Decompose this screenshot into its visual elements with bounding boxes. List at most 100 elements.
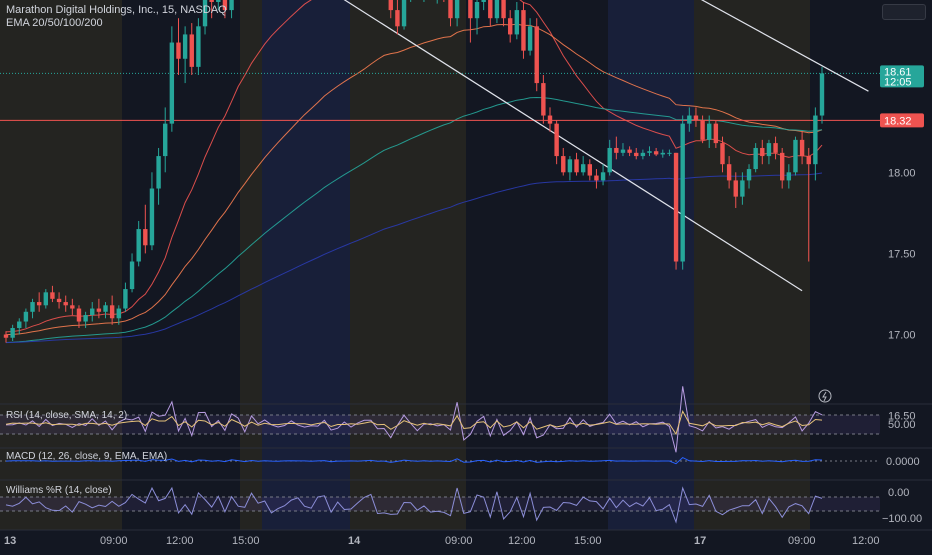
session-band-3 xyxy=(350,0,466,530)
candle-body xyxy=(813,115,818,165)
candle-body xyxy=(176,42,181,59)
candle-body xyxy=(83,315,88,322)
candle-body xyxy=(182,34,188,59)
candle-body xyxy=(521,10,526,51)
session-band-1 xyxy=(240,0,262,530)
trend-channel-lower xyxy=(343,0,803,292)
candle-body xyxy=(541,83,546,116)
candle-body xyxy=(753,147,758,170)
time-tick-10: 12:00 xyxy=(852,535,880,547)
hline-price-value: 18.32 xyxy=(884,115,912,127)
time-tick-0: 13 xyxy=(4,535,16,547)
candle-body xyxy=(773,143,778,153)
candle-body xyxy=(116,308,121,319)
price-tick-18-00: 18.00 xyxy=(888,167,916,179)
candle-body xyxy=(534,26,539,84)
candle-body xyxy=(222,0,228,11)
williams-tick-0: 0.00 xyxy=(888,487,909,499)
candle-body xyxy=(494,0,500,19)
time-tick-7: 15:00 xyxy=(574,535,602,547)
candle-body xyxy=(96,308,102,312)
candle-body xyxy=(129,261,135,290)
candle-body xyxy=(448,0,453,19)
candle-body xyxy=(156,156,161,189)
macd-tick-zero: 0.0000 xyxy=(886,456,920,468)
candle-body xyxy=(103,305,108,312)
trend-channel-upper xyxy=(700,0,869,92)
candle-body xyxy=(614,147,619,153)
candle-body xyxy=(56,298,62,303)
candle-body xyxy=(50,292,55,299)
candle-body xyxy=(70,305,75,309)
time-tick-6: 12:00 xyxy=(508,535,536,547)
williams-label[interactable]: Williams %R (14, close) xyxy=(6,485,112,496)
lightning-icon-bolt xyxy=(822,391,827,402)
candle-body xyxy=(123,289,128,309)
indicator-label[interactable]: EMA 20/50/100/200 xyxy=(6,17,103,29)
price-tick-17-00: 17.00 xyxy=(888,330,916,342)
price-tick-16-50: 16.50 xyxy=(888,411,916,423)
candle-body xyxy=(196,26,201,67)
time-tick-9: 09:00 xyxy=(788,535,816,547)
candle-body xyxy=(640,152,646,157)
macd-line xyxy=(5,457,823,465)
candle-body xyxy=(600,172,606,181)
candle-body xyxy=(401,0,407,27)
ema-line-50 xyxy=(5,23,823,336)
williams-line xyxy=(5,486,823,524)
candle-body xyxy=(395,10,400,27)
candle-body xyxy=(799,139,805,157)
candle-body xyxy=(3,334,9,338)
candle-body xyxy=(634,152,639,157)
williams-band xyxy=(0,497,880,511)
macd-label[interactable]: MACD (12, 26, close, 9, EMA, EMA) xyxy=(6,451,168,462)
time-tick-8: 17 xyxy=(694,535,706,547)
candle-body xyxy=(474,1,480,19)
candle-body xyxy=(680,123,685,262)
rsi-line xyxy=(5,386,823,453)
candle-body xyxy=(793,139,798,173)
candle-body xyxy=(202,0,208,27)
candle-body xyxy=(488,0,493,19)
last-price-countdown: 12:05 xyxy=(884,76,912,88)
chart-title: Marathon Digital Holdings, Inc., 15, NAS… xyxy=(6,4,227,16)
last-price-value: 18.61 xyxy=(884,66,912,78)
candle-body xyxy=(43,292,49,306)
candle-body xyxy=(693,115,699,121)
session-band-5 xyxy=(694,0,810,530)
candle-body xyxy=(594,175,599,181)
ema-line-100 xyxy=(5,96,823,343)
candle-body xyxy=(209,0,214,2)
time-tick-1: 09:00 xyxy=(100,535,128,547)
candle-body xyxy=(587,164,593,176)
candle-body xyxy=(806,156,811,165)
candle-body xyxy=(163,123,168,157)
session-band-0 xyxy=(0,0,122,530)
candle-body xyxy=(514,10,520,35)
candle-body xyxy=(561,156,566,173)
candle-body xyxy=(713,123,719,144)
session-band-4 xyxy=(608,0,694,530)
rsi-label[interactable]: RSI (14, close, SMA, 14, 2) xyxy=(6,410,128,421)
candle-body xyxy=(36,302,42,306)
candle-body xyxy=(760,147,765,157)
candle-body xyxy=(687,115,692,124)
top-right-box[interactable] xyxy=(882,4,926,20)
candle-body xyxy=(76,308,82,322)
rsi-tick-50: 50.00 xyxy=(888,419,916,431)
candle-body xyxy=(766,143,772,157)
candle-body xyxy=(607,147,612,173)
candle-body xyxy=(136,229,141,262)
candle-body xyxy=(468,0,473,19)
candle-body xyxy=(10,328,15,338)
time-tick-4: 14 xyxy=(348,535,361,547)
session-band-2 xyxy=(262,0,350,530)
candle-body xyxy=(620,149,626,153)
time-tick-2: 12:00 xyxy=(166,535,194,547)
candle-body xyxy=(554,123,559,157)
candle-body xyxy=(547,115,553,124)
candle-body xyxy=(527,26,533,51)
candle-body xyxy=(653,151,659,155)
